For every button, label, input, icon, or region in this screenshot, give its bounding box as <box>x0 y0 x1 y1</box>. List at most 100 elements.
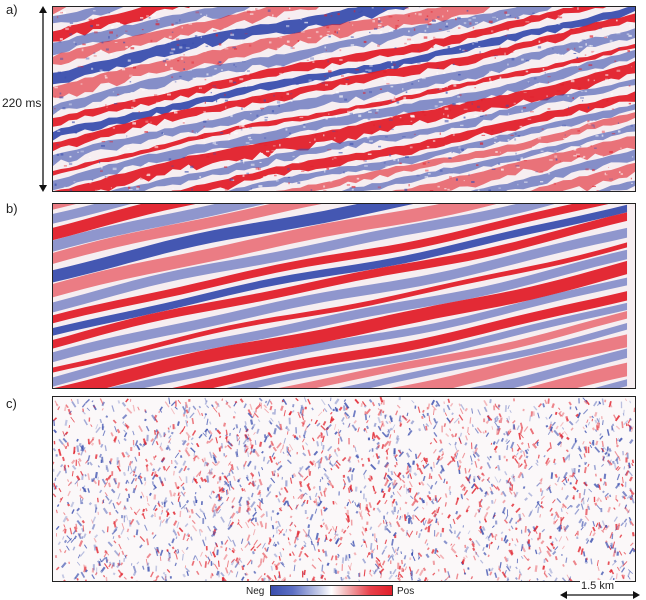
noise-speck <box>591 50 595 53</box>
noise-speck <box>206 155 210 158</box>
noise-speck <box>352 24 354 26</box>
noise-stroke <box>211 503 217 511</box>
noise-stroke <box>231 464 234 471</box>
noise-speck <box>334 30 337 34</box>
noise-speck <box>241 61 246 63</box>
noise-speck <box>82 43 86 46</box>
noise-speck <box>224 93 226 96</box>
noise-speck <box>310 57 315 60</box>
noise-speck <box>323 170 326 173</box>
noise-stroke <box>108 460 112 465</box>
noise-stroke <box>383 461 390 468</box>
noise-speck <box>132 99 136 102</box>
noise-speck <box>458 73 461 76</box>
noise-stroke <box>435 553 441 559</box>
noise-stroke <box>600 571 605 576</box>
noise-stroke <box>628 547 634 555</box>
noise-speck <box>530 111 534 113</box>
noise-stroke <box>467 530 471 535</box>
noise-stroke <box>382 520 385 524</box>
noise-stroke <box>463 572 467 575</box>
noise-speck <box>537 82 539 85</box>
noise-speck <box>417 49 419 51</box>
noise-speck <box>461 102 465 104</box>
noise-stroke <box>165 518 169 524</box>
noise-stroke <box>483 518 488 523</box>
noise-stroke <box>277 420 281 425</box>
noise-stroke <box>116 501 120 506</box>
noise-stroke <box>251 473 254 480</box>
noise-speck <box>557 32 560 35</box>
panel-label-c: c) <box>6 396 17 411</box>
noise-stroke <box>406 488 411 493</box>
noise-speck <box>397 159 400 162</box>
noise-stroke <box>618 503 621 507</box>
noise-stroke <box>455 499 459 505</box>
noise-stroke <box>87 455 91 461</box>
noise-stroke <box>270 440 275 447</box>
noise-stroke <box>129 468 135 475</box>
noise-stroke <box>368 502 372 508</box>
noise-stroke <box>572 486 577 491</box>
noise-speck <box>339 58 343 61</box>
noise-speck <box>150 39 153 43</box>
noise-stroke <box>359 510 363 518</box>
noise-stroke <box>537 454 540 459</box>
noise-stroke <box>214 508 218 514</box>
noise-stroke <box>215 493 220 499</box>
noise-speck <box>267 9 271 12</box>
noise-speck <box>443 113 445 116</box>
noise-stroke <box>424 458 428 465</box>
noise-stroke <box>178 501 182 508</box>
noise-stroke <box>264 408 269 414</box>
noise-stroke <box>629 400 631 404</box>
noise-stroke <box>139 477 143 485</box>
noise-speck <box>434 19 436 21</box>
noise-stroke <box>70 537 76 543</box>
noise-stroke <box>435 508 439 514</box>
noise-speck <box>199 176 202 178</box>
noise-stroke <box>139 475 143 479</box>
noise-stroke <box>550 472 554 479</box>
noise-speck <box>445 25 449 28</box>
noise-speck <box>99 161 101 164</box>
noise-stroke <box>519 449 524 454</box>
noise-stroke <box>485 505 491 511</box>
noise-stroke <box>337 553 340 556</box>
noise-speck <box>129 74 133 78</box>
noise-speck <box>194 35 198 38</box>
noise-speck <box>614 60 617 62</box>
noise-stroke <box>510 441 515 449</box>
noise-stroke <box>574 532 578 537</box>
noise-stroke <box>174 459 179 466</box>
noise-speck <box>261 108 263 112</box>
noise-stroke <box>323 472 330 480</box>
noise-stroke <box>153 484 157 489</box>
noise-stroke <box>526 448 530 452</box>
noise-stroke <box>279 492 282 496</box>
noise-stroke <box>502 511 506 515</box>
noise-stroke <box>392 482 398 490</box>
noise-stroke <box>578 453 583 460</box>
noise-stroke <box>180 503 187 510</box>
noise-stroke <box>244 572 247 576</box>
noise-stroke <box>66 545 70 551</box>
noise-stroke <box>491 525 495 529</box>
noise-stroke <box>437 497 442 503</box>
noise-speck <box>94 18 97 20</box>
noise-stroke <box>113 437 117 443</box>
noise-speck <box>222 102 224 104</box>
noise-stroke <box>427 525 431 533</box>
noise-stroke <box>271 579 275 581</box>
noise-stroke <box>212 514 215 518</box>
noise-stroke <box>103 563 109 570</box>
noise-stroke <box>628 425 632 432</box>
noise-stroke <box>227 461 232 466</box>
noise-stroke <box>615 438 618 445</box>
noise-stroke <box>57 541 61 546</box>
noise-stroke <box>191 476 195 483</box>
noise-stroke <box>185 499 190 504</box>
noise-stroke <box>83 544 88 549</box>
noise-stroke <box>285 528 288 533</box>
noise-stroke <box>259 441 263 447</box>
